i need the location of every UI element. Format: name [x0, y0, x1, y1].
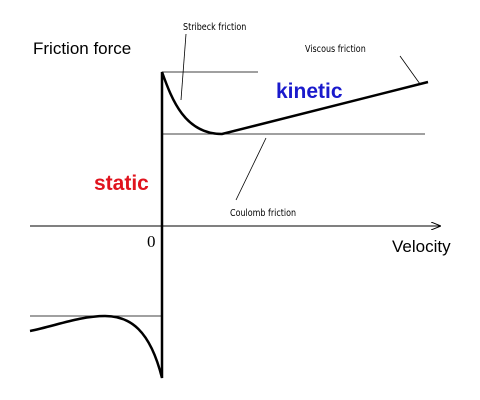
static-label: static	[94, 172, 149, 195]
negative-curve	[29, 226, 164, 379]
kinetic-label: kinetic	[276, 80, 343, 103]
positive-curve	[160, 71, 429, 226]
x-axis-label: Velocity	[392, 237, 451, 256]
y-axis-label: Friction force	[33, 39, 131, 58]
viscous-label: Viscous friction	[305, 44, 366, 55]
origin-label: 0	[147, 232, 156, 251]
coulomb-label: Coulomb friction	[230, 208, 296, 219]
stribeck-label: Stribeck friction	[183, 22, 246, 33]
leader	[235, 137, 267, 201]
leader	[180, 33, 187, 101]
leader	[399, 55, 421, 85]
